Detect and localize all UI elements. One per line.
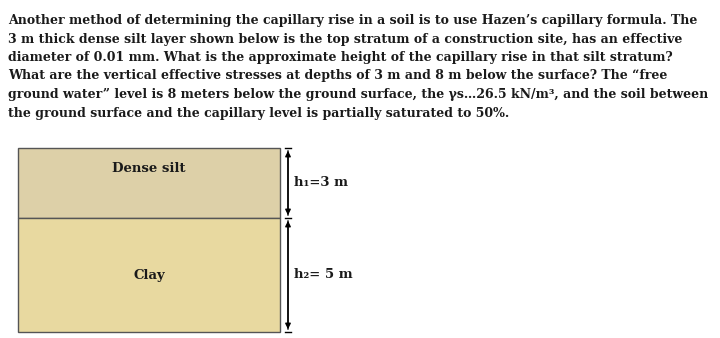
Text: h₂= 5 m: h₂= 5 m — [294, 268, 353, 282]
Text: the ground surface and the capillary level is partially saturated to 50%.: the ground surface and the capillary lev… — [8, 106, 509, 120]
Text: Dense silt: Dense silt — [112, 162, 186, 175]
Text: Another method of determining the capillary rise in a soil is to use Hazen’s cap: Another method of determining the capill… — [8, 14, 698, 27]
Text: 3 m thick dense silt layer shown below is the top stratum of a construction site: 3 m thick dense silt layer shown below i… — [8, 32, 683, 46]
Text: ground water” level is 8 meters below the ground surface, the γs…26.5 kN/m³, and: ground water” level is 8 meters below th… — [8, 88, 708, 101]
Text: What are the vertical effective stresses at depths of 3 m and 8 m below the surf: What are the vertical effective stresses… — [8, 70, 667, 82]
Text: diameter of 0.01 mm. What is the approximate height of the capillary rise in tha: diameter of 0.01 mm. What is the approxi… — [8, 51, 672, 64]
Bar — [18, 148, 280, 218]
Bar — [18, 218, 280, 332]
Text: Clay: Clay — [133, 268, 165, 282]
Text: h₁=3 m: h₁=3 m — [294, 176, 348, 190]
